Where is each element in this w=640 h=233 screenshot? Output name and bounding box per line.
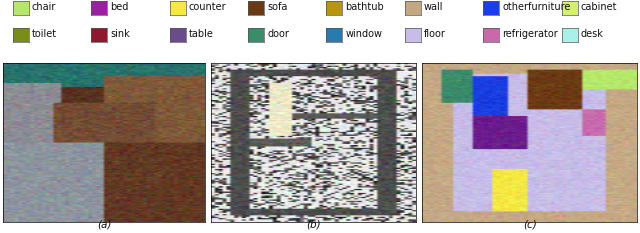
Text: cabinet: cabinet	[581, 3, 618, 12]
Text: counter: counter	[189, 3, 227, 12]
Text: bed: bed	[110, 3, 129, 12]
Text: wall: wall	[424, 3, 444, 12]
Text: table: table	[189, 29, 214, 39]
Text: refrigerator: refrigerator	[502, 29, 558, 39]
Text: door: door	[268, 29, 289, 39]
Text: chair: chair	[32, 3, 56, 12]
Text: toilet: toilet	[32, 29, 57, 39]
Text: sofa: sofa	[268, 3, 287, 12]
Text: bathtub: bathtub	[346, 3, 385, 12]
Text: sink: sink	[110, 29, 130, 39]
Text: (b): (b)	[307, 219, 321, 230]
Text: floor: floor	[424, 29, 446, 39]
Text: desk: desk	[581, 29, 604, 39]
Text: window: window	[346, 29, 383, 39]
Text: otherfurniture: otherfurniture	[502, 3, 571, 12]
Text: (a): (a)	[97, 219, 111, 230]
Text: (c): (c)	[523, 219, 536, 230]
